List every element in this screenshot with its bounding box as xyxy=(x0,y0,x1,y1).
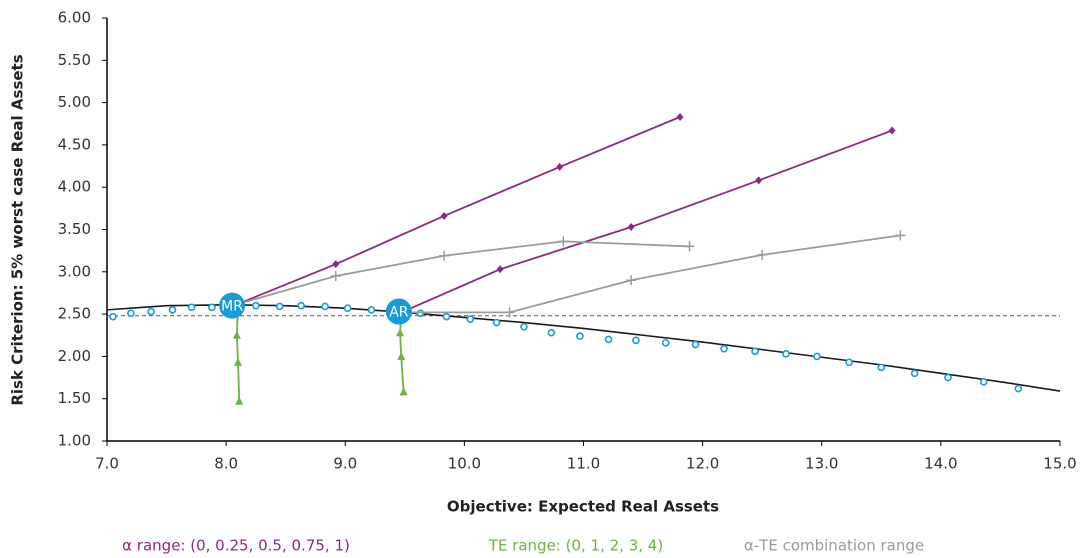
frontier-point xyxy=(367,306,376,314)
combo-point xyxy=(684,241,695,252)
frontier-point xyxy=(661,339,670,347)
y-tick-label: 2.50 xyxy=(58,305,91,323)
frontier-point xyxy=(813,352,821,361)
x-tick-label: 9.0 xyxy=(333,455,357,473)
series-line xyxy=(401,234,901,314)
alpha-point xyxy=(332,260,340,269)
combo-point xyxy=(558,236,569,247)
series-line xyxy=(400,129,893,314)
frontier-point xyxy=(782,350,790,358)
combo-point xyxy=(504,307,515,318)
combo-point xyxy=(757,249,768,260)
key-point xyxy=(385,298,412,325)
alpha-point xyxy=(440,211,448,220)
key-point-label: AR xyxy=(389,305,409,321)
frontier-point xyxy=(877,363,886,372)
frontier-point xyxy=(492,318,501,327)
legend-entry: TE range: (0, 1, 2, 3, 4) xyxy=(488,537,663,555)
alpha-point xyxy=(755,176,763,185)
y-tick-label: 5.00 xyxy=(58,93,91,111)
combo-point xyxy=(330,271,341,282)
frontier-point xyxy=(343,304,352,312)
alpha-point xyxy=(496,265,504,274)
frontier-point xyxy=(466,315,475,323)
frontier-point xyxy=(720,344,728,353)
frontier-point xyxy=(275,302,284,311)
te-point xyxy=(232,330,241,339)
x-tick-label: 8.0 xyxy=(214,455,238,473)
key-point-label: MR xyxy=(221,299,243,315)
series-line xyxy=(235,305,241,402)
frontier-point xyxy=(442,312,451,321)
y-tick-label: 3.50 xyxy=(58,220,91,238)
y-tick-label: 2.00 xyxy=(58,347,91,365)
frontier-point xyxy=(520,322,528,331)
te-point xyxy=(399,387,408,396)
x-tick-label: 13.0 xyxy=(805,455,838,473)
alpha-point xyxy=(676,112,684,121)
frontier-point xyxy=(632,336,640,345)
x-tick-label: 14.0 xyxy=(924,455,957,473)
frontier-point xyxy=(845,358,853,367)
alpha-point xyxy=(556,162,564,171)
frontier-point xyxy=(1014,384,1023,393)
key-point xyxy=(219,292,246,319)
te-point xyxy=(396,328,405,337)
frontier-point xyxy=(691,340,700,349)
legend-entry: α range: (0, 0.25, 0.5, 0.75, 1) xyxy=(122,537,350,555)
x-axis-title: Objective: Expected Real Assets xyxy=(447,498,719,516)
frontier-point xyxy=(208,303,216,312)
y-tick-label: 5.50 xyxy=(58,51,91,69)
x-tick-label: 11.0 xyxy=(567,455,600,473)
series-line xyxy=(237,116,681,305)
y-axis-title: Risk Criterion: 5% worst case Real Asset… xyxy=(9,54,27,405)
legend-entry: α-TE combination range xyxy=(744,537,924,555)
x-tick-label: 15.0 xyxy=(1043,455,1076,473)
frontier-point xyxy=(109,312,117,321)
frontier-point xyxy=(252,301,260,310)
x-tick-label: 7.0 xyxy=(95,455,119,473)
frontier-point xyxy=(604,335,613,344)
y-tick-label: 3.00 xyxy=(58,262,91,280)
te-point xyxy=(234,357,243,366)
y-tick-label: 6.00 xyxy=(58,9,91,27)
frontier-point xyxy=(127,309,135,318)
series-line xyxy=(237,240,690,305)
alpha-point xyxy=(627,222,635,231)
frontier-point xyxy=(979,377,988,386)
frontier-point xyxy=(147,307,155,316)
y-tick-label: 4.50 xyxy=(58,135,91,153)
frontier-point xyxy=(751,347,759,356)
y-tick-label: 1.00 xyxy=(58,432,91,450)
x-tick-label: 12.0 xyxy=(686,455,719,473)
y-tick-label: 1.50 xyxy=(58,389,91,407)
frontier-point xyxy=(187,303,196,312)
frontier-point xyxy=(910,369,919,378)
frontier-point xyxy=(547,328,556,337)
frontier-point xyxy=(944,373,952,382)
series-line xyxy=(106,303,1061,392)
combo-point xyxy=(439,250,450,261)
y-tick-label: 4.00 xyxy=(58,178,91,196)
te-point xyxy=(235,396,244,405)
combo-point xyxy=(626,275,637,286)
frontier-point xyxy=(297,301,305,310)
frontier-point xyxy=(576,332,584,340)
alpha-point xyxy=(888,126,896,135)
combo-point xyxy=(895,230,906,241)
te-point xyxy=(397,351,406,360)
x-tick-label: 10.0 xyxy=(448,455,481,473)
frontier-point xyxy=(321,302,329,311)
frontier-point xyxy=(168,306,177,314)
